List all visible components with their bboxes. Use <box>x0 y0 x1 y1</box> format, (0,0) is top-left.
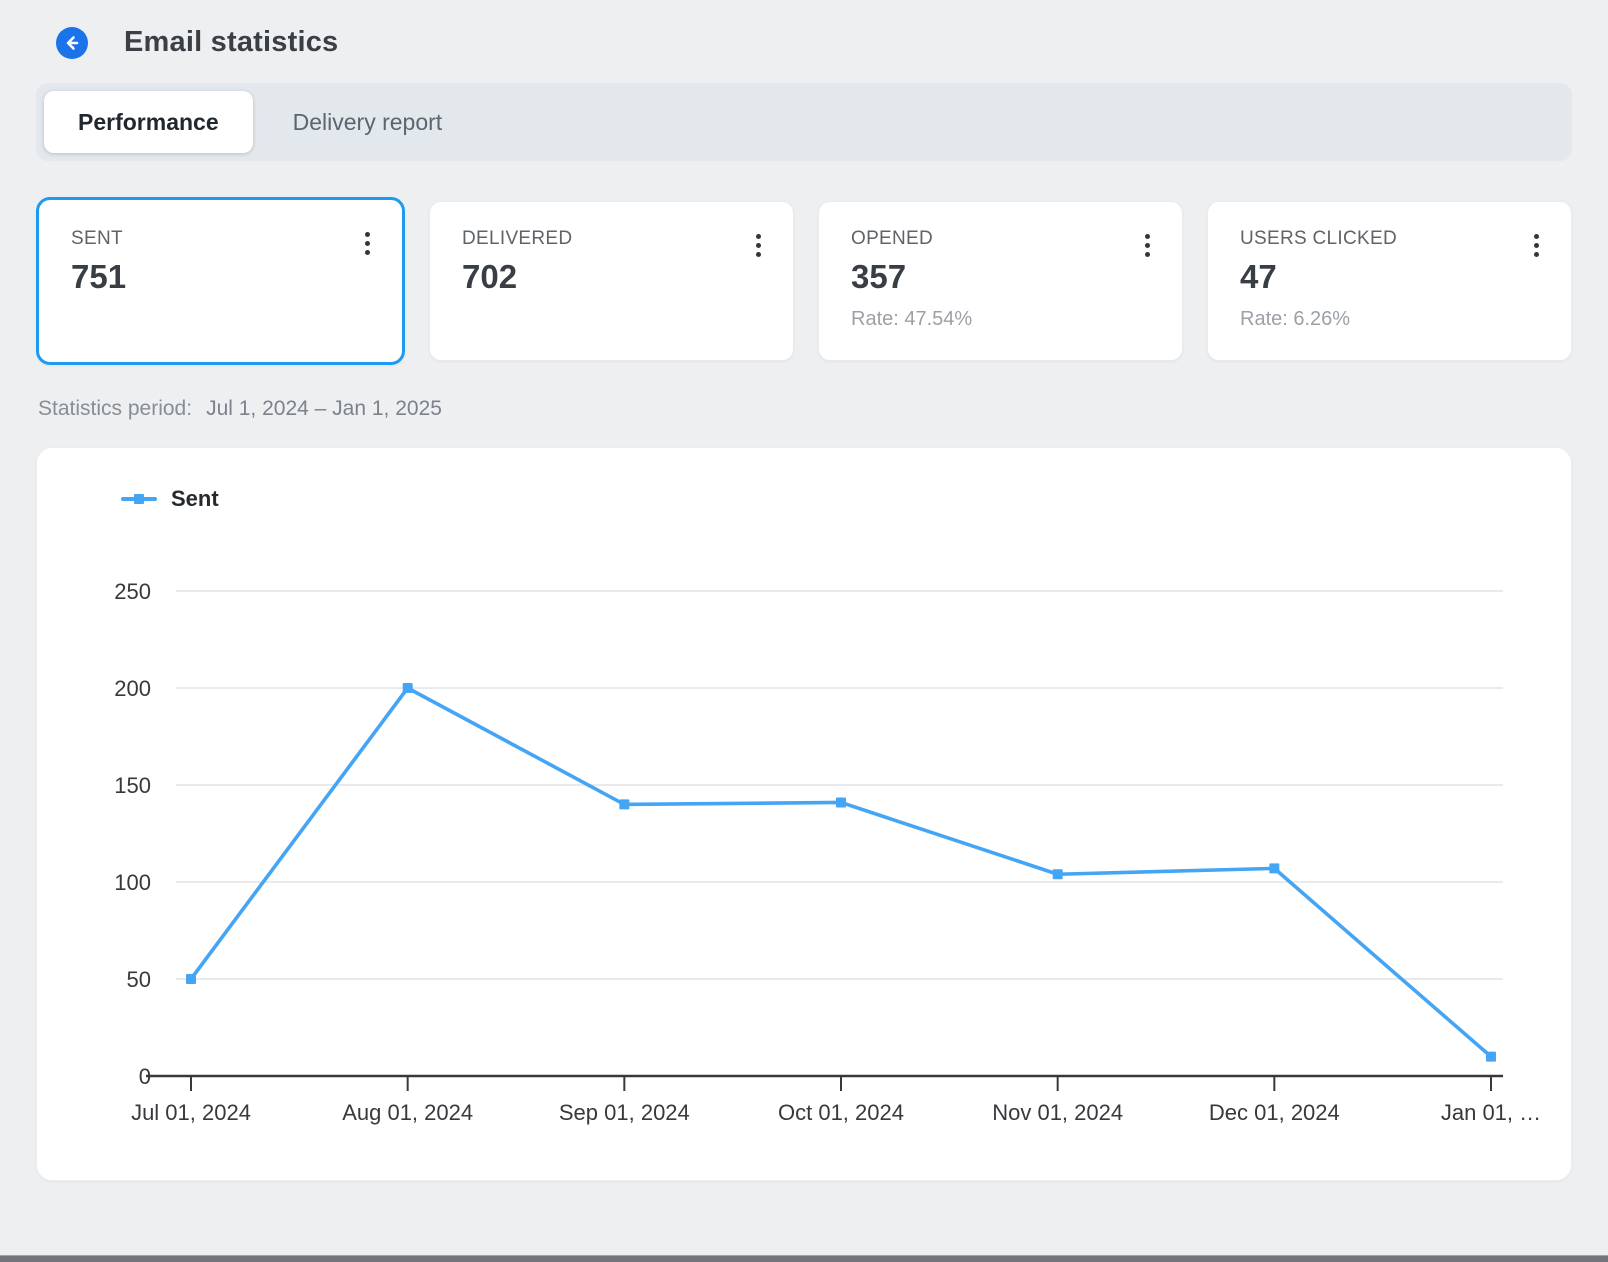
kebab-menu-icon[interactable] <box>750 228 767 263</box>
stat-card-value: 357 <box>851 258 907 295</box>
page-title: Email statistics <box>124 26 339 58</box>
legend-label: Sent <box>171 486 219 511</box>
stat-card-label: USERS CLICKED <box>1240 228 1397 249</box>
stat-card-rate: Rate: 47.54% <box>851 308 973 330</box>
stat-card-value: 702 <box>462 258 518 295</box>
tab-performance[interactable]: Performance <box>44 91 253 153</box>
kebab-menu-icon[interactable] <box>1528 228 1545 263</box>
svg-text:200: 200 <box>114 676 151 701</box>
series-line-sent <box>189 686 1493 1059</box>
stat-card-opened[interactable]: OPENED 357 Rate: 47.54% <box>818 201 1183 361</box>
stat-card-value: 47 <box>1240 258 1277 295</box>
svg-text:150: 150 <box>114 773 151 798</box>
svg-text:Nov 01, 2024: Nov 01, 2024 <box>992 1100 1123 1125</box>
svg-text:50: 50 <box>127 967 151 992</box>
svg-text:Sep 01, 2024: Sep 01, 2024 <box>559 1100 690 1125</box>
tab-performance-label: Performance <box>78 108 219 135</box>
stat-card-value: 751 <box>71 258 127 295</box>
svg-text:Jul 01, 2024: Jul 01, 2024 <box>131 1100 251 1125</box>
email-statistics-page: Email statistics Performance Delivery re… <box>36 0 1572 1181</box>
gridlines <box>176 590 1503 980</box>
window-bottom-edge <box>0 1255 1608 1262</box>
svg-text:Aug 01, 2024: Aug 01, 2024 <box>342 1100 473 1125</box>
tab-delivery-report-label: Delivery report <box>292 108 443 135</box>
back-button[interactable] <box>56 26 88 59</box>
sent-line-chart: 0 50 100 150 200 250 Jul 01, 2024 Aug 01, 2024 S… <box>114 579 1541 1125</box>
statistics-period-value: Jul 1, 2024 – Jan 1, 2025 <box>206 397 442 420</box>
svg-text:Jan 01, …: Jan 01, … <box>1441 1100 1541 1125</box>
statistics-period-label: Statistics period: <box>38 397 193 420</box>
statistics-period: Statistics period: Jul 1, 2024 – Jan 1, 2… <box>36 397 1572 421</box>
svg-text:0: 0 <box>139 1064 151 1089</box>
y-axis-labels: 0 50 100 150 200 250 <box>114 579 151 1089</box>
svg-text:Dec 01, 2024: Dec 01, 2024 <box>1209 1100 1340 1125</box>
tab-delivery-report[interactable]: Delivery report <box>253 91 483 153</box>
svg-text:250: 250 <box>114 579 151 604</box>
line-series-icon <box>121 493 157 505</box>
svg-text:100: 100 <box>114 870 151 895</box>
stat-card-label: DELIVERED <box>462 228 573 249</box>
arrow-left-icon <box>63 34 81 52</box>
stat-card-label: OPENED <box>851 228 934 249</box>
stat-cards-row: SENT 751 DELIVERED 702 OPENED 357 Rate: … <box>36 197 1572 365</box>
kebab-menu-icon[interactable] <box>1139 228 1156 263</box>
stat-card-users-clicked[interactable]: USERS CLICKED 47 Rate: 6.26% <box>1207 201 1572 361</box>
kebab-menu-icon[interactable] <box>359 226 376 261</box>
x-axis: Jul 01, 2024 Aug 01, 2024 Sep 01, 2024 Oct … <box>131 1074 1541 1125</box>
tab-bar: Performance Delivery report <box>36 83 1572 161</box>
stat-card-sent[interactable]: SENT 751 <box>36 197 405 365</box>
stat-card-label: SENT <box>71 228 123 249</box>
stat-card-delivered[interactable]: DELIVERED 702 <box>429 201 794 361</box>
stat-card-rate: Rate: 6.26% <box>1240 308 1351 330</box>
legend-item-sent[interactable]: Sent <box>121 486 219 512</box>
svg-text:Oct 01, 2024: Oct 01, 2024 <box>778 1100 904 1125</box>
series-markers-sent <box>186 683 1496 1062</box>
chart-card: 0 50 100 150 200 250 Jul 01, 2024 Aug 01, 2024 S… <box>36 447 1572 1181</box>
header: Email statistics <box>36 0 1572 83</box>
